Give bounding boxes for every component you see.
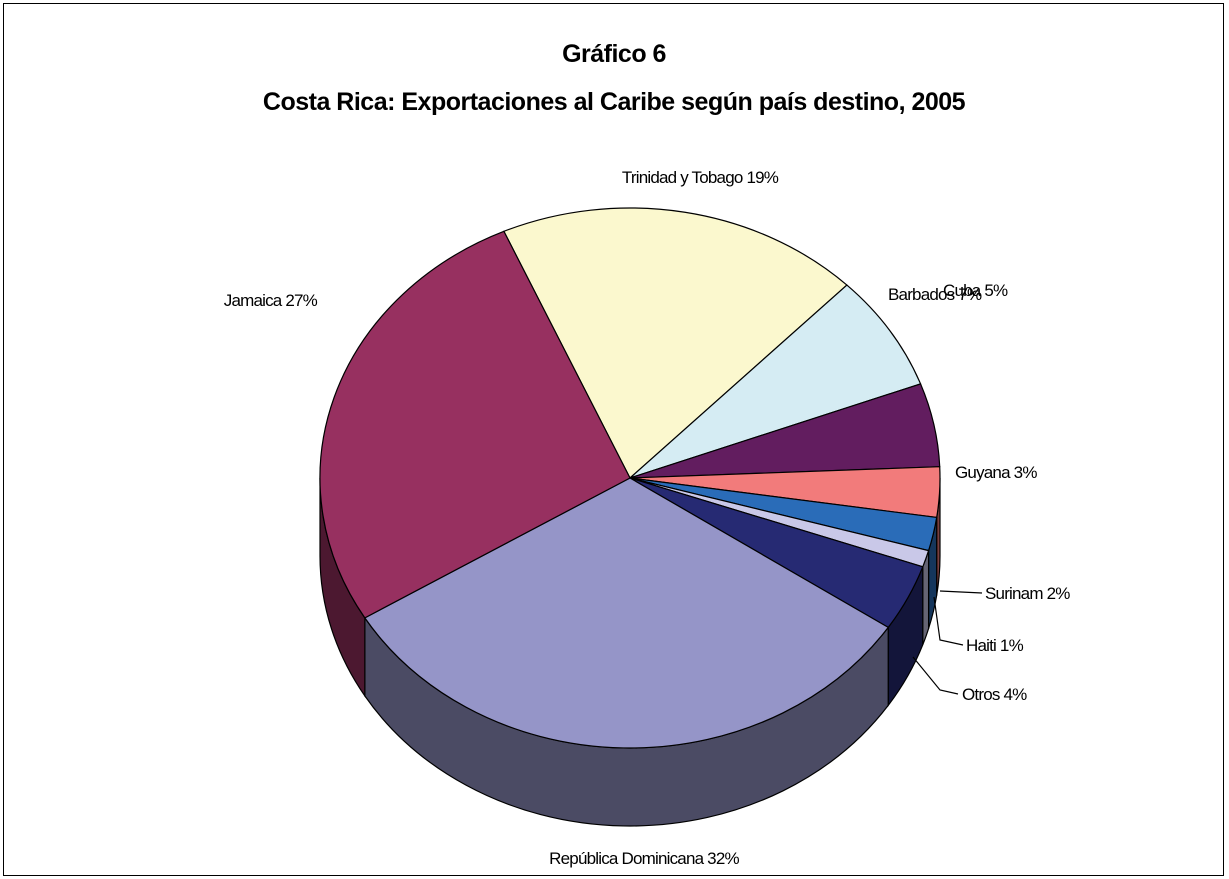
slice-labels: Trinidad y Tobago 19% Barbados 7%Cuba 5% G… (224, 168, 1071, 868)
slice-8 (319, 230, 631, 619)
slice-label-4: Surinam 2% (985, 584, 1070, 603)
slice-label-7: República Dominicana 32% (549, 849, 739, 868)
slice-label-5: Haiti 1% (966, 636, 1024, 655)
leader-line-5 (933, 596, 964, 646)
slice-0 (503, 207, 848, 479)
leader-line-4 (939, 590, 983, 594)
slice-label-1: Barbados 7% (888, 285, 982, 304)
slice-label-3: Guyana 3% (955, 463, 1037, 482)
chart-title: Gráfico 6 (562, 40, 666, 68)
leader-line-6 (912, 656, 959, 695)
slice-1 (629, 284, 922, 479)
slice-label-0: Trinidad y Tobago 19% (622, 168, 779, 187)
slice-label-6: Otros 4% (962, 685, 1027, 704)
slice-7 (363, 477, 890, 749)
leader-lines (912, 590, 983, 695)
slice-label-8: Jamaica 27% (224, 291, 318, 310)
pie-slices (319, 207, 941, 749)
chart-subtitle: Costa Rica: Exportaciones al Caribe segú… (263, 88, 966, 116)
slice-label-2: Cuba 5% (943, 281, 1008, 300)
